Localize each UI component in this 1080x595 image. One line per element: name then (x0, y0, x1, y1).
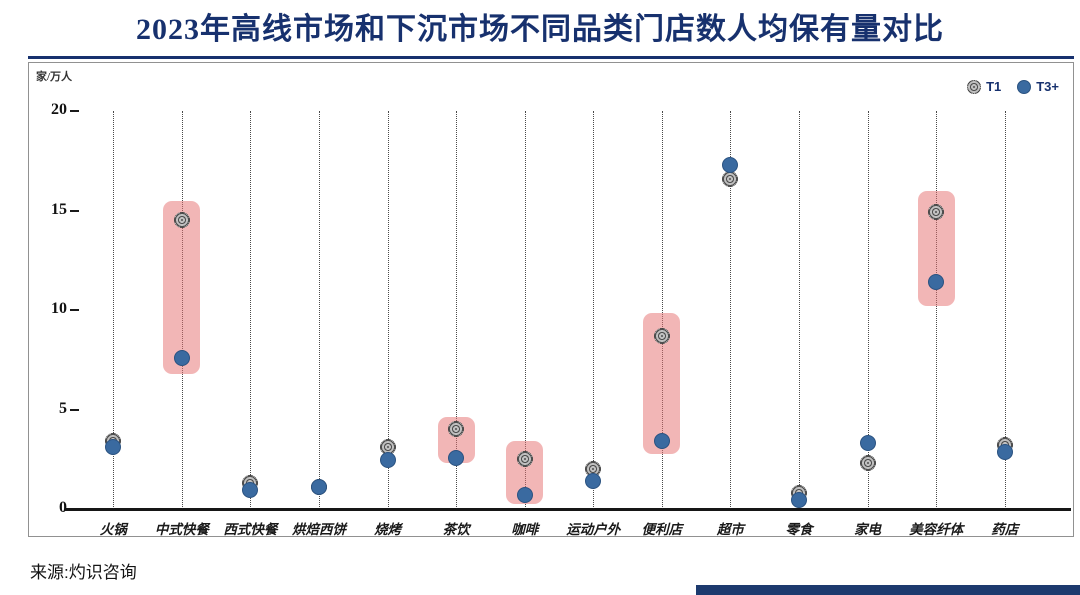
y-axis-tick (70, 309, 79, 311)
t3-data-point (516, 487, 533, 504)
y-axis-unit-label: 家/万人 (36, 71, 73, 83)
t3-marker-icon (1017, 79, 1032, 94)
category-gridline (250, 111, 252, 509)
x-axis-category-label: 中式快餐 (154, 522, 209, 537)
y-axis-tick (70, 110, 79, 112)
x-axis-category-label: 美容纤体 (909, 522, 964, 537)
x-axis-line (65, 508, 1071, 511)
category-gridline (799, 111, 800, 509)
category-gridline (113, 111, 115, 509)
t3-data-point (379, 452, 396, 469)
legend-label-t3: T3+ (1036, 79, 1059, 94)
category-gridline (593, 111, 595, 509)
category-gridline (936, 111, 938, 509)
x-axis-category-label: 茶饮 (442, 522, 470, 537)
x-axis-category-label: 家电 (854, 522, 882, 537)
t1-data-point (173, 212, 190, 229)
t3-data-point (105, 439, 122, 456)
y-axis-tick-label: 20 (51, 101, 67, 118)
y-axis-tick-label: 15 (51, 200, 67, 218)
page-title: 2023年高线市场和下沉市场不同品类门店数人均保有量对比 (136, 13, 944, 46)
x-axis-category-label: 西式快餐 (223, 522, 278, 537)
x-axis-category-label: 运动户外 (566, 522, 621, 537)
legend: T1 T3+ (967, 79, 1059, 94)
x-axis-category-label: 便利店 (641, 522, 683, 537)
category-gridline (867, 111, 869, 509)
t1-data-point (516, 451, 533, 468)
t3-data-point (722, 156, 739, 173)
t1-marker-icon (967, 79, 982, 94)
t3-data-point (173, 349, 190, 366)
t3-data-point (242, 482, 259, 499)
y-axis-tick-label: 5 (59, 399, 67, 417)
category-gridline (387, 111, 389, 509)
y-axis-tick (70, 408, 79, 411)
t1-data-point (722, 170, 739, 187)
y-axis-tick (70, 209, 79, 212)
t3-data-point (448, 450, 465, 467)
legend-item-t1: T1 (967, 79, 1001, 94)
x-axis-category-label: 咖啡 (511, 522, 539, 537)
x-axis-category-label: 烘焙西饼 (292, 522, 346, 537)
legend-label-t1: T1 (986, 79, 1002, 94)
category-gridline (524, 111, 526, 509)
plot-area: 0 5 10 15 20 火锅 中式快餐 西式快餐 烘焙西饼 烧烤 茶饮 咖啡 运动户外 便利店 超市 零食 家… (51, 101, 1071, 537)
t3-data-point (653, 433, 670, 450)
y-axis-tick-label: 10 (51, 300, 67, 317)
x-axis-category-label: 药店 (991, 522, 1019, 537)
x-axis-category-label: 超市 (716, 522, 744, 537)
t3-data-point (928, 274, 945, 291)
category-gridline (661, 111, 663, 509)
t3-data-point (311, 479, 327, 496)
category-gridline (456, 111, 458, 509)
t1-data-point (859, 455, 876, 472)
chart-frame: 家/万人 T1 T3+ 0 5 10 15 20 火锅 中式快餐 西式快餐 烘焙西饼 烧烤 茶饮 咖啡… (28, 62, 1074, 537)
t1-data-point (928, 204, 945, 221)
x-axis-category-label: 零食 (785, 522, 813, 537)
category-gridline (1004, 111, 1006, 509)
x-axis-category-label: 火锅 (99, 522, 127, 537)
highlight-band (163, 200, 201, 374)
legend-item-t3: T3+ (1017, 79, 1059, 94)
source-caption: 来源:灼识咨询 (30, 563, 137, 582)
y-axis-tick-label: 0 (59, 499, 67, 516)
t3-data-point (791, 492, 807, 509)
t3-data-point (996, 444, 1013, 461)
t1-data-point (653, 327, 670, 344)
category-gridline (319, 111, 320, 509)
category-gridline (730, 111, 732, 509)
t3-data-point (859, 435, 876, 452)
t1-data-point (448, 421, 465, 438)
bottom-accent-bar (696, 585, 1080, 595)
title-underline (28, 56, 1074, 59)
x-axis-category-label: 烧烤 (374, 522, 402, 537)
t3-data-point (585, 473, 602, 490)
